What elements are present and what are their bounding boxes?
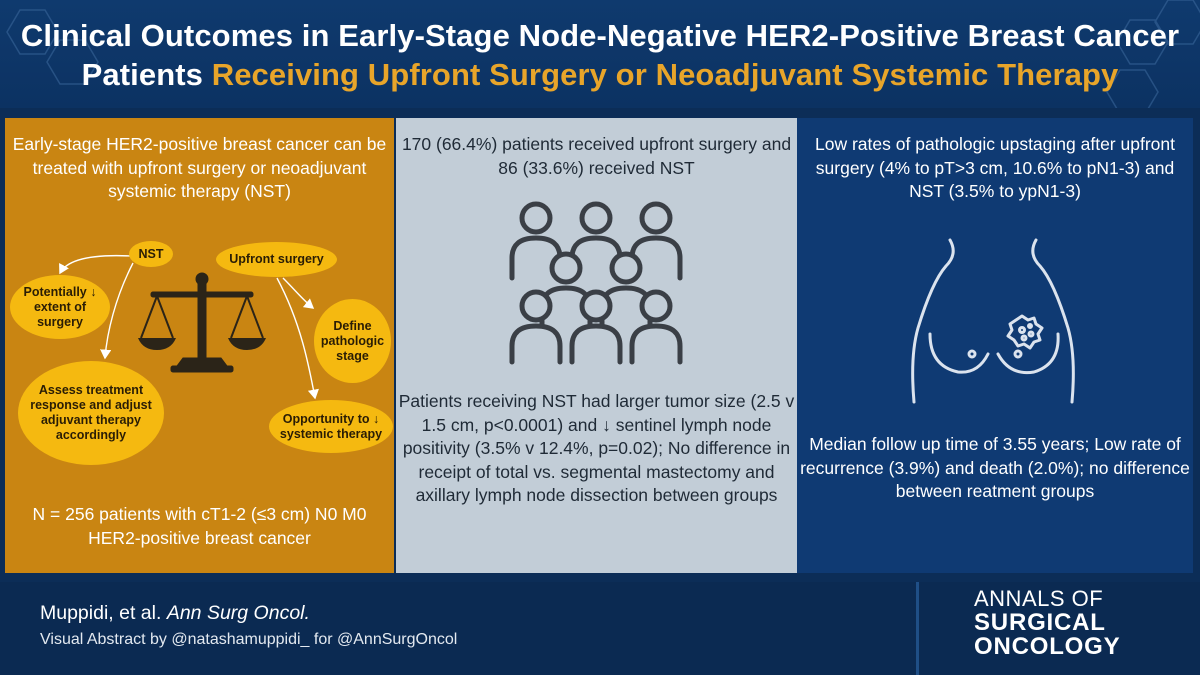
left-footer-text: N = 256 patients with cT1-2 (≤3 cm) N0 M… xyxy=(32,504,367,548)
reduce-systemic-therapy-oval: Opportunity to ↓ systemic therapy xyxy=(269,400,393,453)
left-intro-text: Early-stage HER2-positive breast cancer … xyxy=(12,134,387,201)
title-line-2: Patients Receiving Upfront Surgery or Ne… xyxy=(0,57,1200,93)
title-highlight: Receiving Upfront Surgery or Neoadjuvant… xyxy=(211,57,1119,92)
footer-divider xyxy=(916,582,919,675)
nst-oval: NST xyxy=(129,241,173,267)
balance-scale-icon xyxy=(138,272,266,373)
citation-authors: Muppidi, et al. xyxy=(40,602,162,624)
citation: Muppidi, et al. Ann Surg Oncol. xyxy=(40,602,310,625)
journal-line-1: ANNALS OF xyxy=(974,586,1104,611)
upfront-surgery-oval: Upfront surgery xyxy=(216,242,337,277)
visual-abstract-credit: Visual Abstract by @natashamuppidi_ for … xyxy=(40,631,458,648)
breast-tumor-icon xyxy=(911,238,1075,404)
left-panel: Early-stage HER2-positive breast cancer … xyxy=(5,118,394,573)
assess-treatment-response-oval: Assess treatment response and adjust adj… xyxy=(18,361,164,465)
hexagon-pattern xyxy=(6,0,1200,108)
title-prefix: Patients xyxy=(81,57,204,92)
journal-line-2: SURGICAL xyxy=(974,609,1106,636)
right-intro-text: Low rates of pathologic upstaging after … xyxy=(815,134,1175,201)
right-panel: Low rates of pathologic upstaging after … xyxy=(797,118,1193,573)
journal-logo: ANNALS OF SURGICAL ONCOLOGY xyxy=(974,587,1120,659)
footer: Muppidi, et al. Ann Surg Oncol. Visual A… xyxy=(0,582,1200,675)
header: Clinical Outcomes in Early-Stage Node-Ne… xyxy=(0,0,1200,108)
potentially-reduce-surgery-oval: Potentially ↓ extent of surgery xyxy=(10,275,110,339)
define-pathologic-stage-oval: Define pathologic stage xyxy=(314,299,391,383)
middle-intro-text: 170 (66.4%) patients received upfront su… xyxy=(401,134,792,178)
title-line-1: Clinical Outcomes in Early-Stage Node-Ne… xyxy=(20,18,1180,53)
journal-line-3: ONCOLOGY xyxy=(974,633,1121,660)
group-of-people-icon xyxy=(509,201,683,365)
citation-journal: Ann Surg Oncol. xyxy=(166,602,310,624)
middle-panel: 170 (66.4%) patients received upfront su… xyxy=(396,118,797,573)
middle-body-text: Patients receiving NST had larger tumor … xyxy=(398,391,795,505)
right-body-text: Median follow up time of 3.55 years; Low… xyxy=(800,434,1190,501)
